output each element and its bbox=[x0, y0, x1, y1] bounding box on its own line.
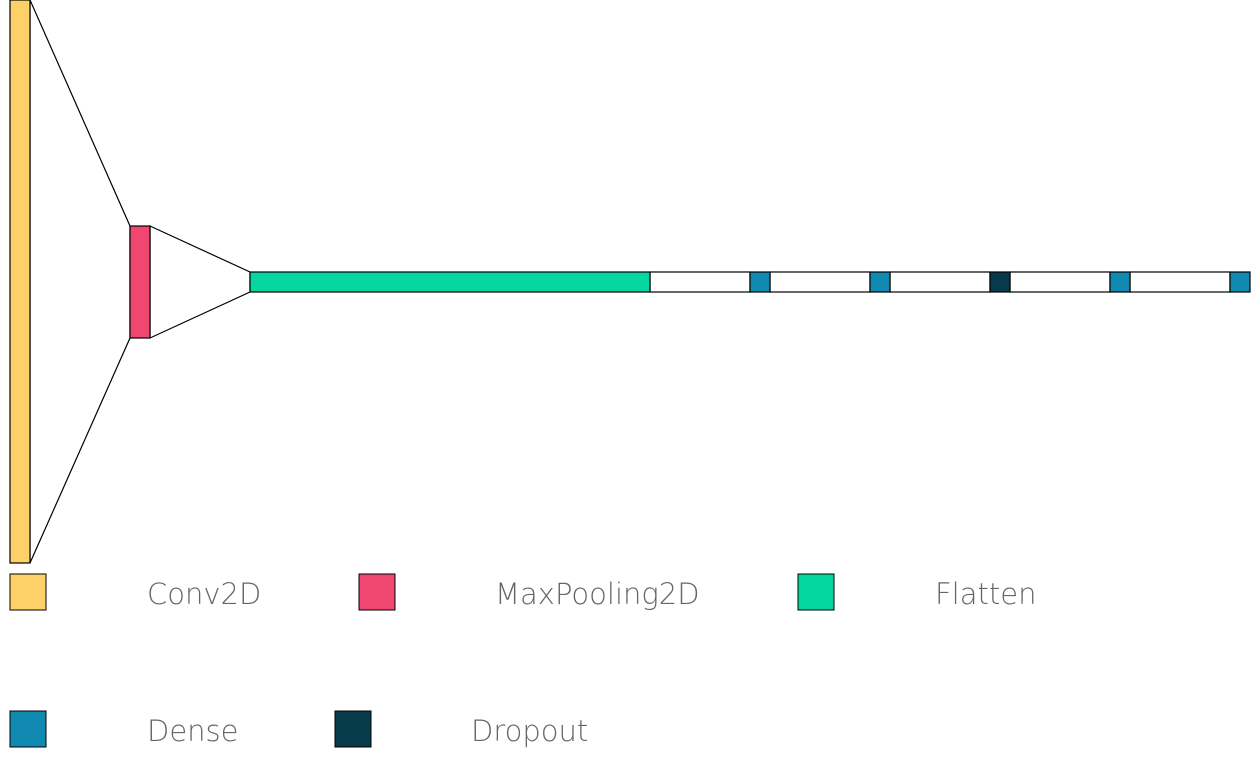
connector-dense-2-to-dropout bbox=[889, 271, 991, 293]
legend-swatch-dropout bbox=[334, 710, 372, 748]
legend-item-dense: Dense bbox=[9, 710, 239, 748]
legend-item-conv2d: Conv2D bbox=[9, 573, 261, 611]
legend-label-conv2d: Conv2D bbox=[147, 577, 261, 611]
layer-maxpooling2d bbox=[129, 225, 151, 339]
layer-dense-2 bbox=[869, 271, 891, 293]
legend-swatch-dense bbox=[9, 710, 47, 748]
layer-dense-4 bbox=[1229, 271, 1251, 293]
legend-swatch-flatten bbox=[797, 573, 835, 611]
legend-swatch-conv2d bbox=[9, 573, 47, 611]
connector-dense-1-to-dense-2 bbox=[769, 271, 871, 293]
connector-dropout-to-dense-3 bbox=[1009, 271, 1111, 293]
layer-conv2d bbox=[9, 0, 31, 564]
legend-label-dropout: Dropout bbox=[471, 714, 588, 748]
layer-dropout bbox=[989, 271, 1011, 293]
connector-conv-to-pool bbox=[29, 0, 131, 564]
legend-label-maxpooling2d: MaxPooling2D bbox=[495, 577, 700, 611]
legend-label-dense: Dense bbox=[147, 714, 239, 748]
connector-dense-3-to-dense-4 bbox=[1129, 271, 1231, 293]
legend: Conv2D MaxPooling2D Flatten Dense Dropou… bbox=[9, 573, 1036, 748]
layer-dense-1 bbox=[749, 271, 771, 293]
legend-item-maxpooling2d: MaxPooling2D bbox=[358, 573, 700, 611]
connector-flatten-to-dense-1 bbox=[649, 271, 751, 293]
legend-swatch-maxpooling2d bbox=[358, 573, 396, 611]
legend-item-flatten: Flatten bbox=[797, 573, 1036, 611]
legend-label-flatten: Flatten bbox=[935, 577, 1036, 611]
legend-item-dropout: Dropout bbox=[334, 710, 588, 748]
layer-flatten bbox=[249, 271, 651, 293]
connector-pool-to-flatten bbox=[149, 225, 251, 339]
layer-dense-3 bbox=[1109, 271, 1131, 293]
